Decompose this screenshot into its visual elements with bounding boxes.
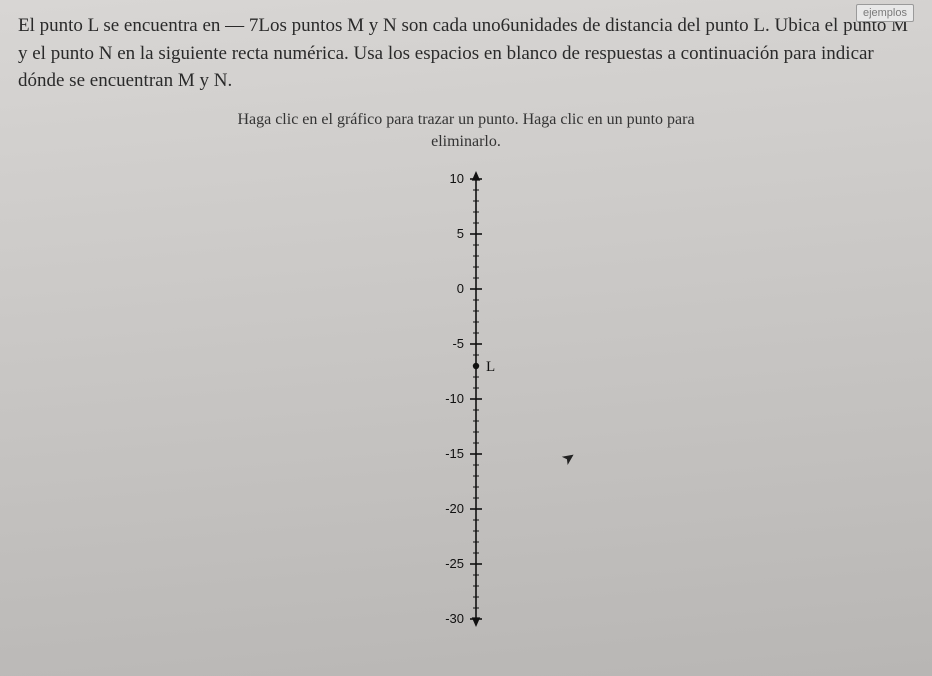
number-line-chart[interactable]: 10 5 0 -5 -10 -15 -20 -25 -30 L — [396, 171, 536, 639]
problem-line1a: El punto L se encuentra en — [18, 15, 220, 36]
axis-label: 5 — [457, 226, 464, 241]
point-l-dot[interactable] — [473, 363, 479, 369]
problem-statement: El punto L se encuentra en — 7Los puntos… — [18, 12, 914, 95]
example-badge: ejemplos — [856, 4, 914, 22]
problem-line1b: 7Los puntos M y N son cada uno6unidades … — [249, 15, 749, 36]
point-l-label: L — [486, 359, 495, 375]
axis-label: 0 — [457, 281, 464, 296]
instructions: Haga clic en el gráfico para trazar un p… — [18, 109, 914, 154]
minus-glyph: — — [225, 15, 244, 36]
axis-label: -5 — [452, 336, 464, 351]
axis-label: -20 — [445, 501, 464, 516]
instructions-line2: eliminarlo. — [431, 133, 501, 150]
axis-label: -25 — [445, 556, 464, 571]
axis-label: -10 — [445, 391, 464, 406]
instructions-line1: Haga clic en el gráfico para trazar un p… — [237, 111, 694, 128]
axis-label: 10 — [450, 171, 464, 186]
axis-label: -30 — [445, 611, 464, 626]
axis-label: -15 — [445, 446, 464, 461]
